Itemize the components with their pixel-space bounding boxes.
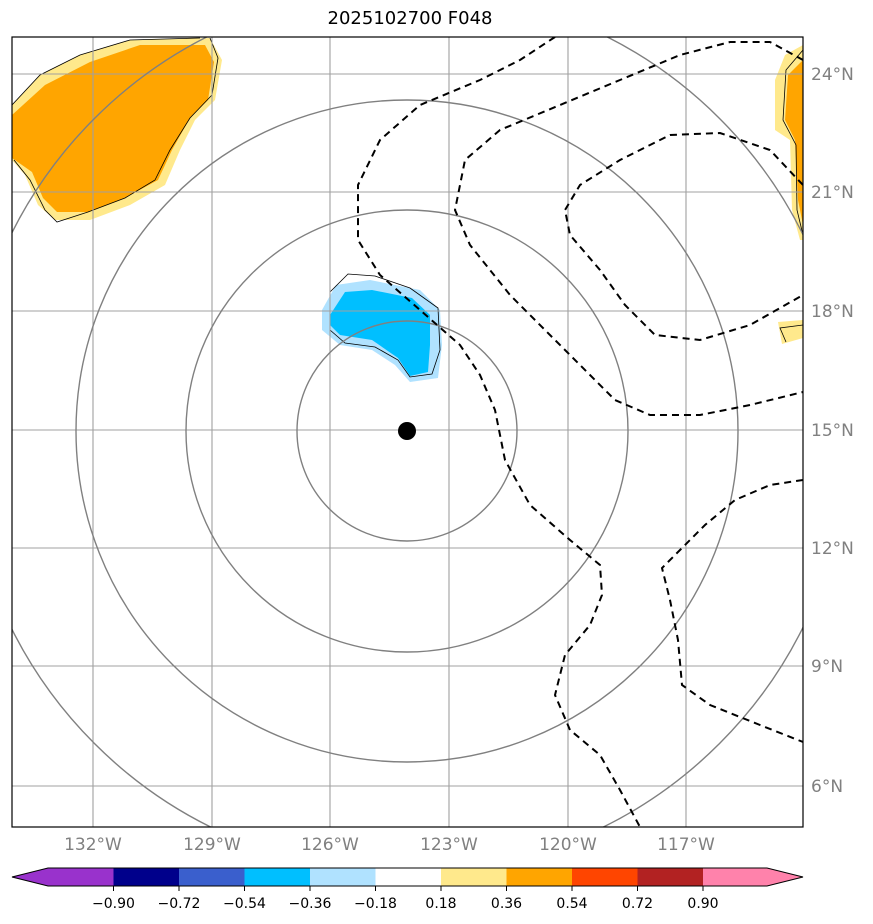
map-border <box>11 36 804 828</box>
colorbar-tick-label: −0.36 <box>289 896 332 912</box>
colorbar-extend-min <box>12 868 48 886</box>
colorbar-tick-label: −0.72 <box>158 896 201 912</box>
colorbar-bin <box>48 868 114 886</box>
lat-label: 18°N <box>811 302 854 322</box>
colorbar: −0.90 −0.72 −0.54 −0.36 −0.18 0.18 0.36 … <box>11 867 804 912</box>
colorbar-bin <box>310 868 376 886</box>
lon-label: 126°W <box>301 835 359 855</box>
colorbar-bin <box>703 868 767 886</box>
range-rings <box>12 37 803 827</box>
lat-label: 24°N <box>811 65 854 85</box>
lon-label: 129°W <box>183 835 241 855</box>
colorbar-tick-label: 0.54 <box>556 896 587 912</box>
colorbar-tick-label: 0.90 <box>687 896 718 912</box>
colorbar-bin <box>572 868 638 886</box>
latitude-labels: 24°N 21°N 18°N 15°N 12°N 9°N 6°N <box>811 65 854 797</box>
lon-label: 123°W <box>420 835 478 855</box>
shaded-field-positive-ne <box>775 45 803 344</box>
storm-center-marker <box>398 422 416 440</box>
lat-label: 9°N <box>811 657 843 677</box>
gridlines <box>12 37 803 827</box>
lat-label: 6°N <box>811 777 843 797</box>
colorbar-extend-max <box>767 868 803 886</box>
lon-label: 132°W <box>64 835 122 855</box>
lat-label: 21°N <box>811 183 854 203</box>
colorbar-bin <box>244 868 310 886</box>
longitude-labels: 132°W 129°W 126°W 123°W 120°W 117°W <box>64 835 715 855</box>
colorbar-ticks <box>113 886 704 891</box>
colorbar-tick-label: −0.90 <box>92 896 135 912</box>
lon-label: 117°W <box>657 835 715 855</box>
dashed-contours <box>357 37 803 827</box>
colorbar-tick-label: 0.36 <box>491 896 522 912</box>
colorbar-outline <box>11 867 804 887</box>
colorbar-bin <box>179 868 245 886</box>
lat-label: 15°N <box>811 421 854 441</box>
colorbar-bin <box>375 868 441 886</box>
colorbar-bin <box>506 868 572 886</box>
colorbar-tick-label: 0.72 <box>622 896 653 912</box>
colorbar-tick-label: −0.54 <box>223 896 266 912</box>
colorbar-bin <box>441 868 507 886</box>
map-title: 2025102700 F048 <box>327 8 493 29</box>
colorbar-tick-label: −0.18 <box>354 896 397 912</box>
colorbar-tick-label: 0.18 <box>425 896 456 912</box>
colorbar-bin <box>637 868 703 886</box>
lon-label: 120°W <box>539 835 597 855</box>
colorbar-bin <box>113 868 179 886</box>
shaded-field-positive-nw <box>12 37 222 223</box>
lat-label: 12°N <box>811 539 854 559</box>
